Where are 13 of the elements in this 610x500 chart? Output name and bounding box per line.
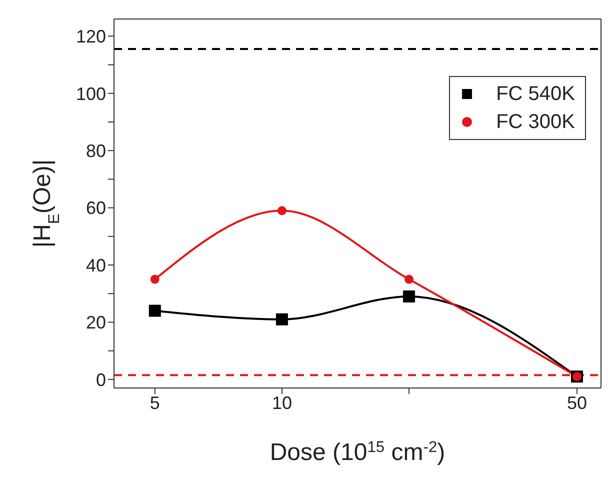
y-tick-label: 0 [96,370,106,390]
y-tick-label: 40 [86,255,106,276]
x-tick-label: 5 [150,392,160,413]
y-tick-label: 100 [76,84,106,104]
y-tick-label: 80 [86,140,106,161]
x-tick-label: 10 [272,392,292,413]
y-tick-label: 20 [86,312,106,333]
y-tick-label: 60 [86,198,106,218]
y-tick-label: 120 [76,26,106,47]
legend-label: FC 540K [496,82,575,107]
x-tick-label: 50 [566,392,587,413]
legend-label: FC 300K [496,110,575,135]
x-axis-title: Dose (10$^{15}$ cm$^{-2}$) [270,438,446,466]
